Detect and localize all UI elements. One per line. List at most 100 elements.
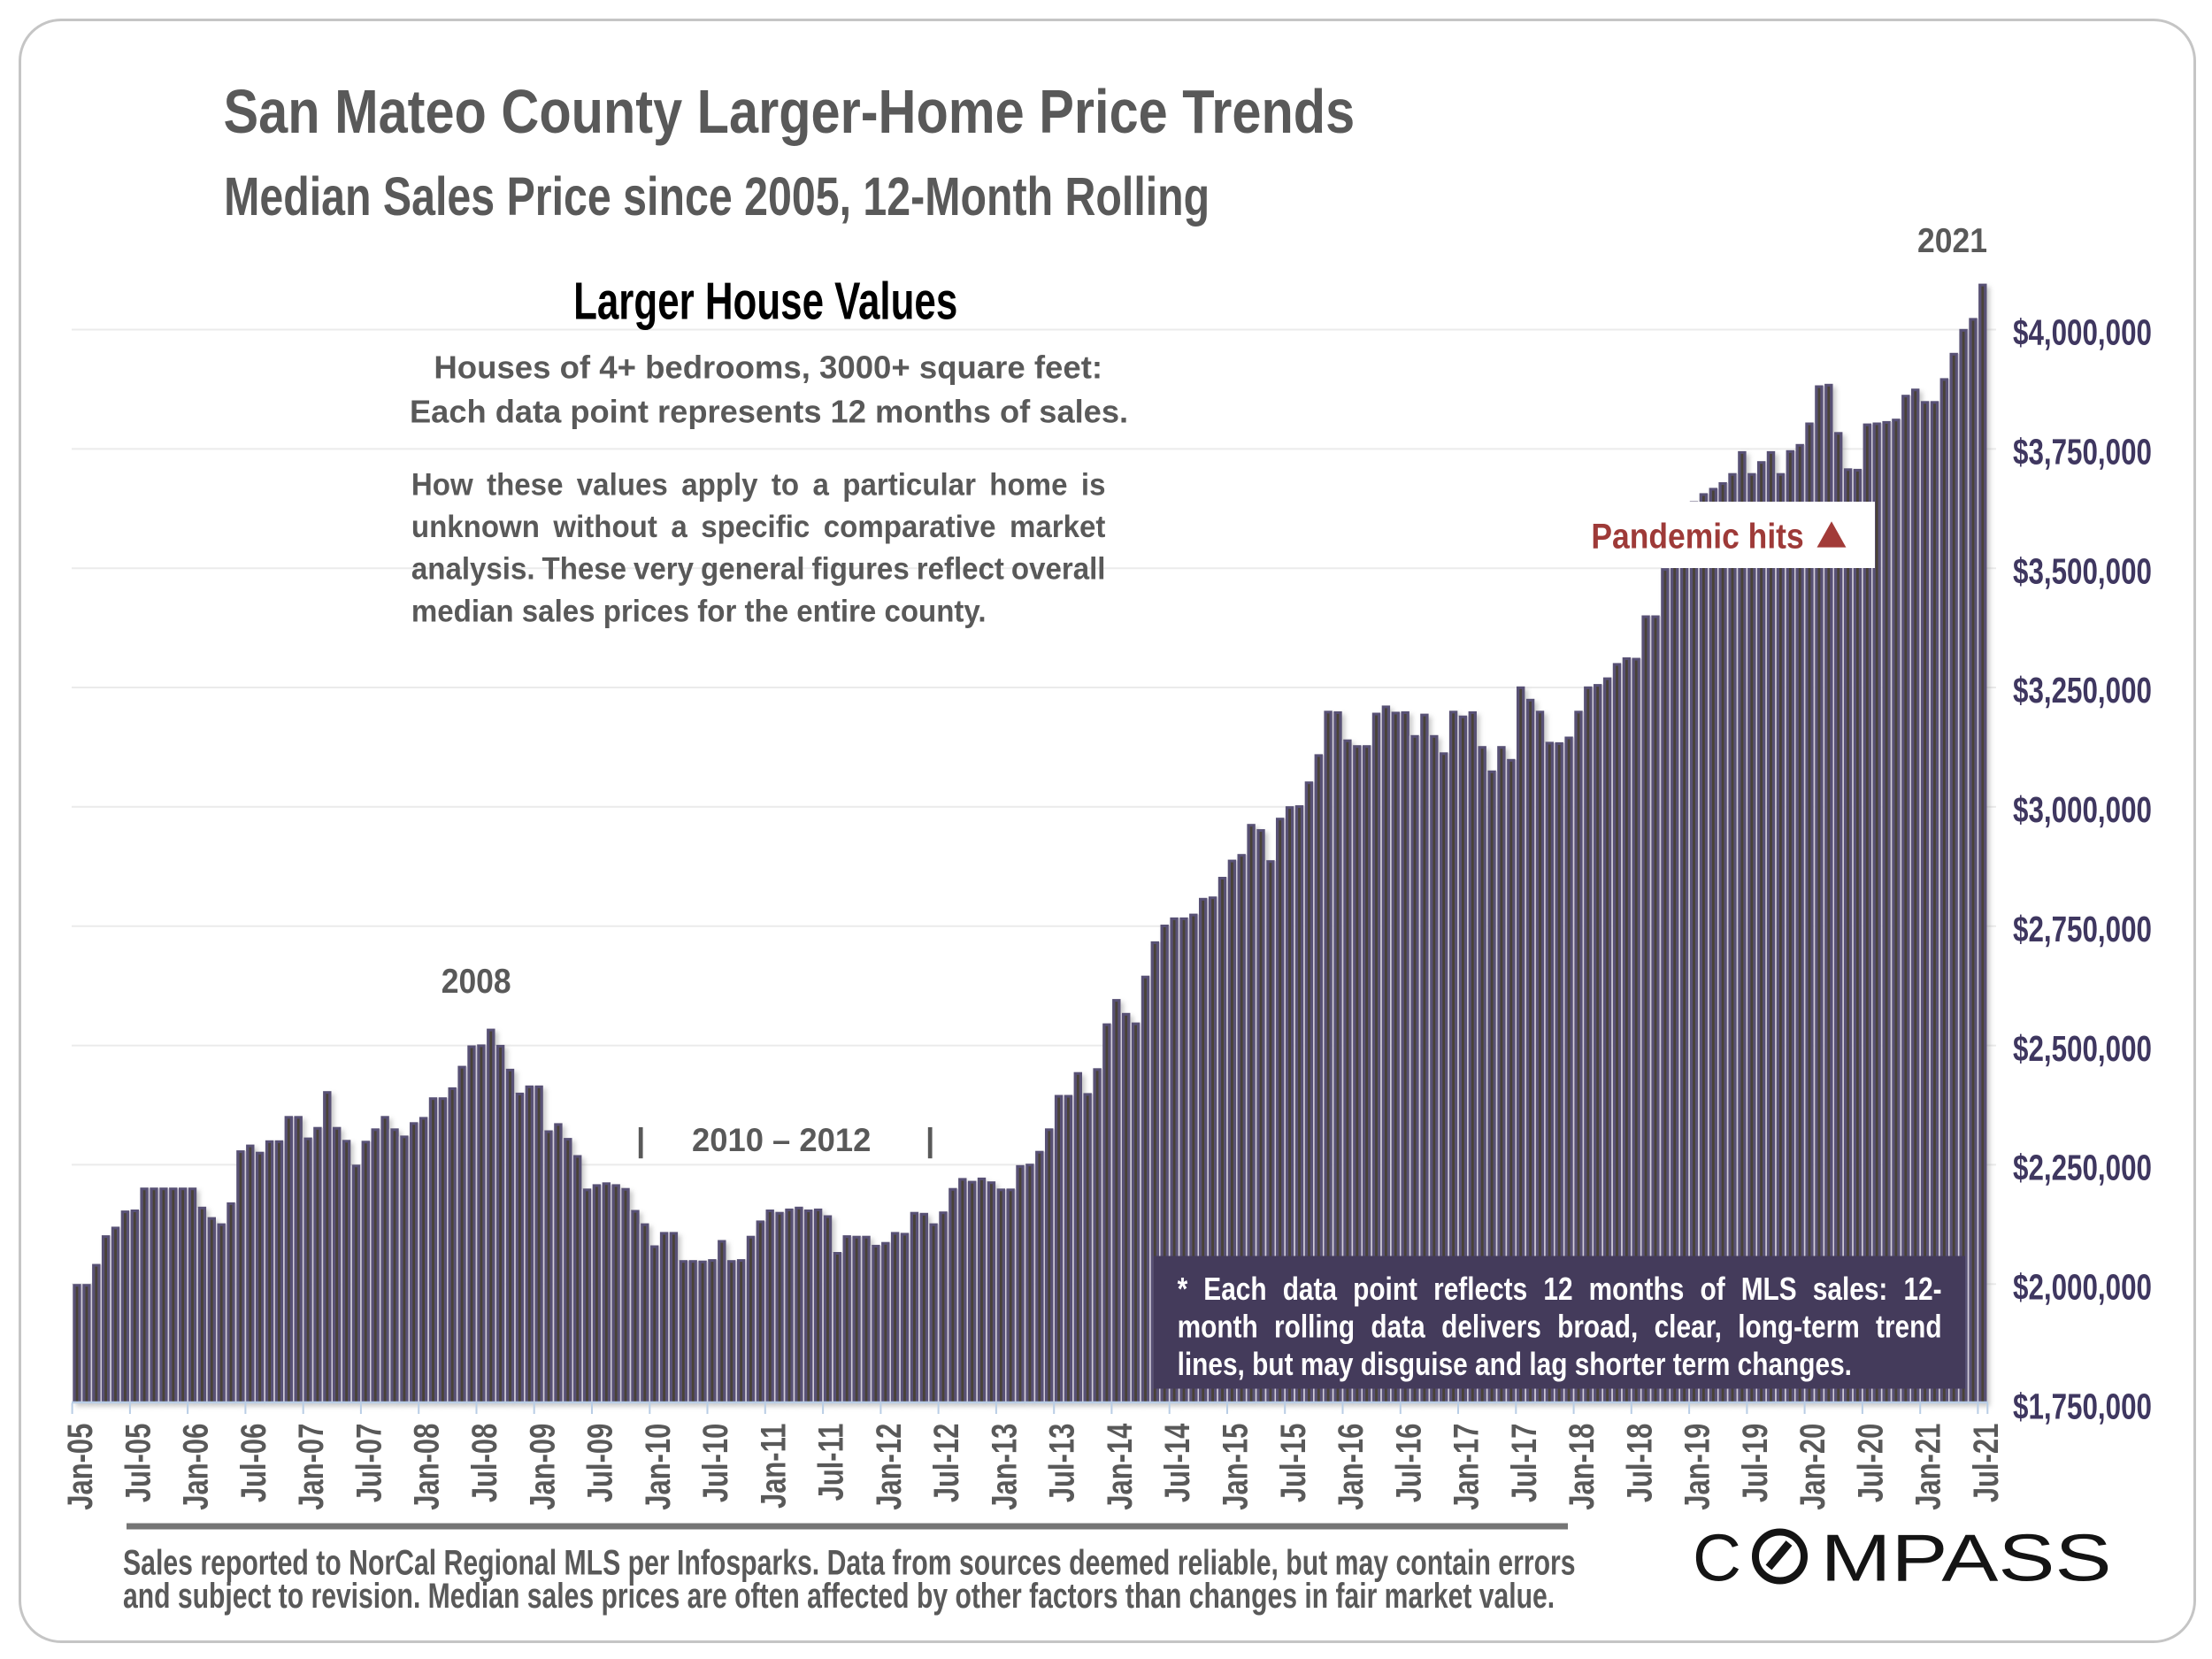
svg-text:a: a <box>671 510 687 544</box>
svg-text:Jan-13: Jan-13 <box>985 1424 1025 1510</box>
svg-text:very: very <box>634 552 694 587</box>
svg-text:*: * <box>1178 1271 1188 1307</box>
svg-text:month: month <box>1178 1310 1258 1345</box>
svg-text:analysis.: analysis. <box>411 552 535 587</box>
svg-text:|: | <box>926 1122 934 1159</box>
svg-text:San Mateo County Larger-Home P: San Mateo County Larger-Home Price Trend… <box>224 77 1356 147</box>
svg-text:apply: apply <box>681 468 757 503</box>
svg-text:Jan-08: Jan-08 <box>407 1424 447 1510</box>
svg-text:$4,000,000: $4,000,000 <box>2013 312 2152 353</box>
svg-text:to: to <box>772 468 799 503</box>
svg-text:Jul-07: Jul-07 <box>349 1424 389 1502</box>
svg-text:Jan-21: Jan-21 <box>1909 1424 1948 1510</box>
svg-text:particular: particular <box>842 468 976 503</box>
svg-text:Jan-19: Jan-19 <box>1678 1424 1717 1510</box>
svg-text:Larger House Values: Larger House Values <box>573 273 957 331</box>
svg-text:Jan-05: Jan-05 <box>60 1424 100 1510</box>
svg-text:reflect: reflect <box>917 552 1004 587</box>
svg-text:lines, but may disguise and la: lines, but may disguise and lag shorter … <box>1178 1347 1852 1382</box>
svg-text:12: 12 <box>1543 1271 1572 1307</box>
svg-text:sales:: sales: <box>1813 1271 1888 1307</box>
svg-text:$2,000,000: $2,000,000 <box>2013 1266 2152 1307</box>
svg-text:Each: Each <box>1203 1271 1266 1307</box>
svg-text:Jul-15: Jul-15 <box>1273 1424 1313 1502</box>
svg-text:Sales reported to NorCal Regio: Sales reported to NorCal Regional MLS pe… <box>123 1542 1576 1582</box>
svg-text:Jul-06: Jul-06 <box>234 1424 273 1502</box>
svg-text:Jan-10: Jan-10 <box>638 1424 678 1510</box>
svg-text:2021: 2021 <box>1917 220 1987 259</box>
svg-text:Jan-09: Jan-09 <box>522 1424 562 1510</box>
svg-text:Jan-18: Jan-18 <box>1562 1424 1601 1510</box>
svg-text:How: How <box>411 468 473 503</box>
svg-text:data: data <box>1371 1310 1425 1345</box>
svg-text:Each data point represents 12: Each data point represents 12 months of … <box>410 394 1128 430</box>
svg-text:$2,750,000: $2,750,000 <box>2013 909 2152 949</box>
svg-text:Jul-05: Jul-05 <box>119 1424 158 1502</box>
svg-text:Houses of 4+ bedrooms, 3000+ s: Houses of 4+ bedrooms, 3000+ square feet… <box>434 349 1102 386</box>
svg-text:Jul-13: Jul-13 <box>1042 1424 1082 1502</box>
svg-text:$3,500,000: $3,500,000 <box>2013 550 2152 591</box>
svg-text:delivers: delivers <box>1441 1310 1541 1345</box>
svg-text:$3,000,000: $3,000,000 <box>2013 789 2152 830</box>
svg-text:Pandemic hits: Pandemic hits <box>1591 517 1803 556</box>
svg-text:Jul-19: Jul-19 <box>1735 1424 1775 1502</box>
svg-text:Jul-17: Jul-17 <box>1504 1424 1544 1502</box>
svg-text:Jan-15: Jan-15 <box>1216 1424 1256 1510</box>
svg-text:$2,500,000: $2,500,000 <box>2013 1028 2152 1069</box>
svg-text:C: C <box>1693 1521 1741 1595</box>
svg-text:MLS: MLS <box>1741 1271 1797 1307</box>
svg-text:broad,: broad, <box>1557 1310 1638 1345</box>
svg-text:long-term: long-term <box>1738 1310 1860 1345</box>
svg-text:figures: figures <box>812 552 910 587</box>
svg-text:clear,: clear, <box>1655 1310 1722 1345</box>
svg-text:Jul-14: Jul-14 <box>1157 1424 1197 1502</box>
svg-text:Jan-06: Jan-06 <box>176 1424 216 1510</box>
svg-text:Jan-20: Jan-20 <box>1793 1424 1832 1510</box>
svg-text:Jan-16: Jan-16 <box>1331 1424 1371 1510</box>
svg-text:Median Sales Price since 2005,: Median Sales Price since 2005, 12-Month … <box>224 166 1210 227</box>
svg-text:Jan-14: Jan-14 <box>1100 1424 1140 1510</box>
svg-text:Jan-07: Jan-07 <box>291 1424 331 1510</box>
svg-text:median sales prices for the en: median sales prices for the entire count… <box>411 595 987 629</box>
svg-text:overall: overall <box>1011 552 1106 587</box>
svg-text:months: months <box>1589 1271 1685 1307</box>
svg-text:12-: 12- <box>1904 1271 1942 1307</box>
svg-text:unknown: unknown <box>411 510 540 544</box>
svg-text:is: is <box>1081 468 1106 503</box>
svg-text:2008: 2008 <box>442 961 511 1000</box>
svg-text:data: data <box>1283 1271 1338 1307</box>
svg-text:market: market <box>1010 510 1105 544</box>
svg-text:$3,750,000: $3,750,000 <box>2013 432 2152 472</box>
svg-text:Jan-12: Jan-12 <box>869 1424 909 1510</box>
svg-text:without: without <box>552 510 657 544</box>
svg-text:Jul-09: Jul-09 <box>580 1424 620 1502</box>
svg-text:Jul-21: Jul-21 <box>1966 1424 2006 1502</box>
svg-text:$2,250,000: $2,250,000 <box>2013 1148 2152 1188</box>
svg-text:Jul-10: Jul-10 <box>695 1424 735 1502</box>
svg-text:a: a <box>813 468 830 503</box>
svg-text:comparative: comparative <box>824 510 996 544</box>
svg-text:rolling: rolling <box>1274 1310 1355 1345</box>
svg-text:Jul-18: Jul-18 <box>1620 1424 1660 1502</box>
svg-text:Jul-16: Jul-16 <box>1388 1424 1428 1502</box>
svg-text:values: values <box>577 468 668 503</box>
svg-text:Jul-11: Jul-11 <box>811 1424 851 1502</box>
svg-text:and subject to revision. Media: and subject to revision. Median sales pr… <box>123 1576 1555 1616</box>
svg-text:specific: specific <box>701 510 810 544</box>
svg-text:Jan-11: Jan-11 <box>754 1424 794 1509</box>
svg-text:trend: trend <box>1876 1310 1942 1345</box>
svg-text:$3,250,000: $3,250,000 <box>2013 670 2152 710</box>
svg-text:Jan-17: Jan-17 <box>1447 1424 1486 1510</box>
svg-text:reflects: reflects <box>1433 1271 1527 1307</box>
svg-text:$1,750,000: $1,750,000 <box>2013 1386 2152 1426</box>
svg-text:These: These <box>542 552 627 587</box>
svg-text:|: | <box>636 1122 645 1159</box>
svg-text:Jul-08: Jul-08 <box>465 1424 504 1502</box>
svg-text:Jul-20: Jul-20 <box>1851 1424 1891 1502</box>
svg-text:these: these <box>487 468 563 503</box>
svg-text:2010 – 2012: 2010 – 2012 <box>692 1122 871 1158</box>
svg-text:general: general <box>701 552 805 587</box>
svg-text:home: home <box>989 468 1067 503</box>
svg-text:MPASS: MPASS <box>1821 1521 2112 1595</box>
svg-text:Jul-12: Jul-12 <box>926 1424 966 1502</box>
